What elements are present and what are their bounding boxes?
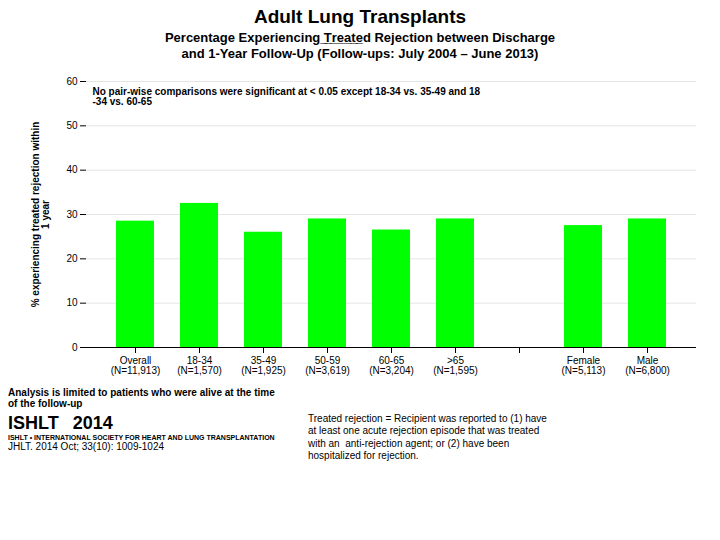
html-text:Percentage Experiencing ̲T̲r̲e: Percentage Experiencing ̲T̲r̲e̲a̲t̲e̲d R… bbox=[164, 30, 556, 62]
html-text:Treated rejection = Recipient: Treated rejection = Recipient was report… bbox=[308, 412, 547, 461]
svg-text:0: 0 bbox=[72, 341, 78, 352]
svg-text:60: 60 bbox=[66, 75, 78, 86]
svg-text:Overall(N=11,913): Overall(N=11,913) bbox=[111, 354, 161, 375]
svg-text:60-65(N=3,204): 60-65(N=3,204) bbox=[369, 354, 414, 375]
svg-text:Male(N=6,800): Male(N=6,800) bbox=[625, 354, 670, 375]
svg-text:50-59(N=3,619): 50-59(N=3,619) bbox=[305, 354, 350, 375]
svg-text:40: 40 bbox=[66, 164, 78, 175]
html-text:ISHLT: ISHLT bbox=[8, 412, 59, 433]
html-text:JHLT. 2014 Oct; 33(10): 1009-1: JHLT. 2014 Oct; 33(10): 1009-1024 bbox=[8, 440, 164, 452]
svg-text:35-49(N=1,925): 35-49(N=1,925) bbox=[241, 354, 286, 375]
svg-text:% experiencing treated rejecti: % experiencing treated rejection within1… bbox=[30, 121, 51, 307]
svg-text:30: 30 bbox=[66, 208, 78, 219]
svg-text:18-34(N=1,570): 18-34(N=1,570) bbox=[177, 354, 222, 375]
svg-text:20: 20 bbox=[66, 253, 78, 264]
svg-text:10: 10 bbox=[66, 297, 78, 308]
svg-text:No pair-wise comparisons were: No pair-wise comparisons were significan… bbox=[93, 85, 481, 106]
html-text:Analysis is limited to patient: Analysis is limited to patients who were… bbox=[8, 386, 275, 409]
svg-text:50: 50 bbox=[66, 120, 78, 131]
html-text:Adult Lung Transplants: Adult Lung Transplants bbox=[253, 6, 467, 27]
html-text:ISHLT • INTERNATIONAL SOCIETY: ISHLT • INTERNATIONAL SOCIETY FOR HEART … bbox=[8, 433, 275, 441]
svg-text:Female(N=5,113): Female(N=5,113) bbox=[561, 354, 605, 375]
svg-text:>65(N=1,595): >65(N=1,595) bbox=[433, 354, 478, 375]
html-text:2014: 2014 bbox=[72, 412, 113, 433]
